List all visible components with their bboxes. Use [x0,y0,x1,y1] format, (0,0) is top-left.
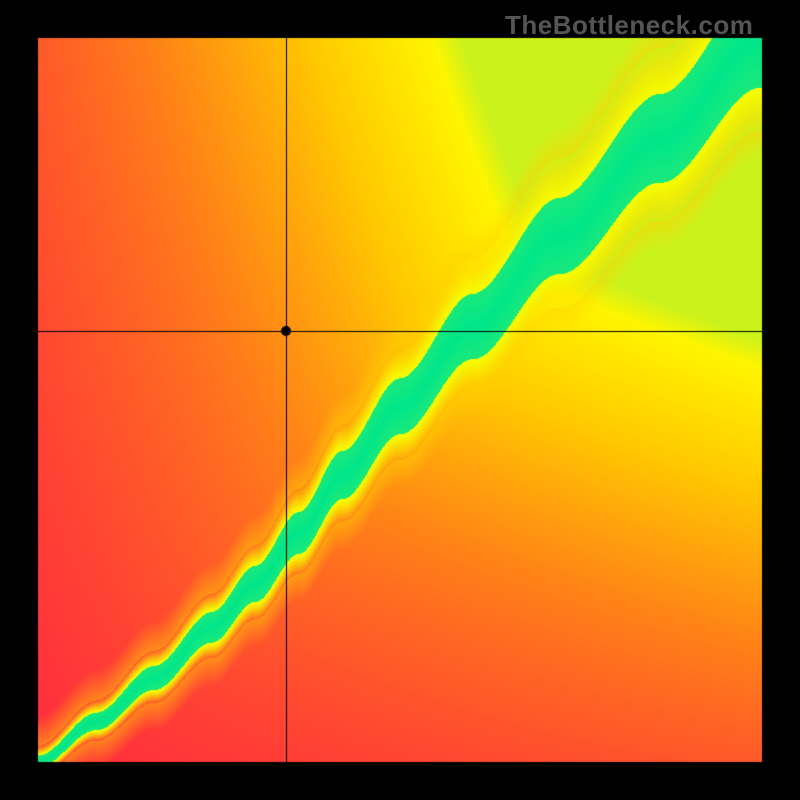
bottleneck-heatmap [0,0,800,800]
watermark-text: TheBottleneck.com [505,10,753,41]
